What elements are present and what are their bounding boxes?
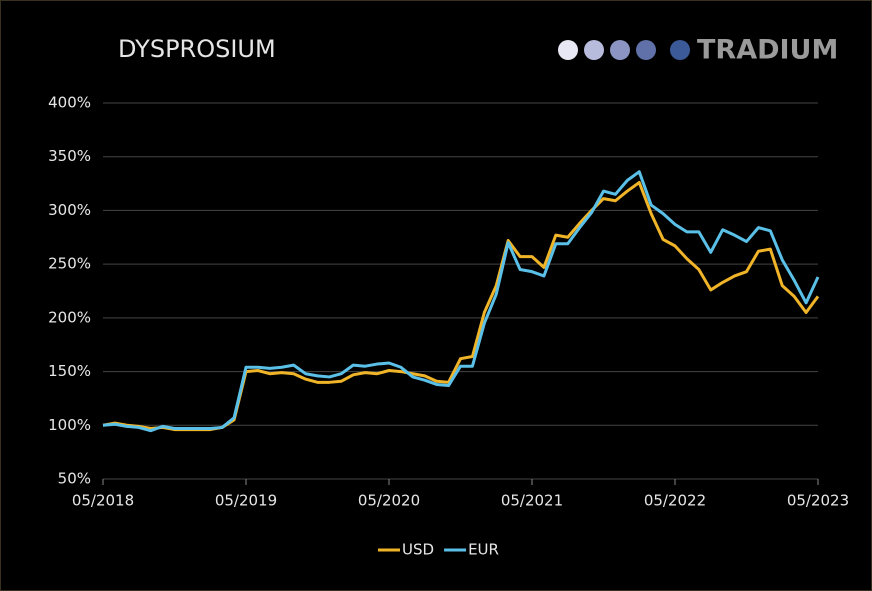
y-tick-label: 400% bbox=[48, 94, 91, 112]
y-tick-label: 250% bbox=[48, 255, 91, 273]
x-tick-label: 05/2022 bbox=[644, 492, 706, 510]
x-tick-label: 05/2020 bbox=[358, 492, 420, 510]
y-tick-label: 200% bbox=[48, 308, 91, 326]
logo-dot bbox=[558, 40, 578, 60]
logo-dot bbox=[610, 40, 630, 60]
y-tick-label: 150% bbox=[48, 362, 91, 380]
legend-label: EUR bbox=[468, 541, 499, 559]
y-tick-label: 300% bbox=[48, 201, 91, 219]
x-tick-label: 05/2023 bbox=[787, 492, 849, 510]
chart-title: DYSPROSIUM bbox=[118, 35, 276, 63]
line-series bbox=[102, 170, 820, 433]
x-tick-label: 05/2019 bbox=[215, 492, 277, 510]
y-tick-label: 100% bbox=[48, 416, 91, 434]
x-tick-label: 05/2018 bbox=[72, 492, 134, 510]
brand-name: TRADIUM bbox=[697, 35, 838, 66]
brand-logo: TRADIUM bbox=[558, 35, 838, 66]
logo-dot bbox=[670, 40, 690, 60]
logo-dot bbox=[636, 40, 656, 60]
x-tick-label: 05/2021 bbox=[501, 492, 563, 510]
y-tick-label: 350% bbox=[48, 147, 91, 165]
legend-label: USD bbox=[402, 541, 434, 559]
logo-dot bbox=[584, 40, 604, 60]
y-tick-label: 50% bbox=[58, 470, 91, 488]
